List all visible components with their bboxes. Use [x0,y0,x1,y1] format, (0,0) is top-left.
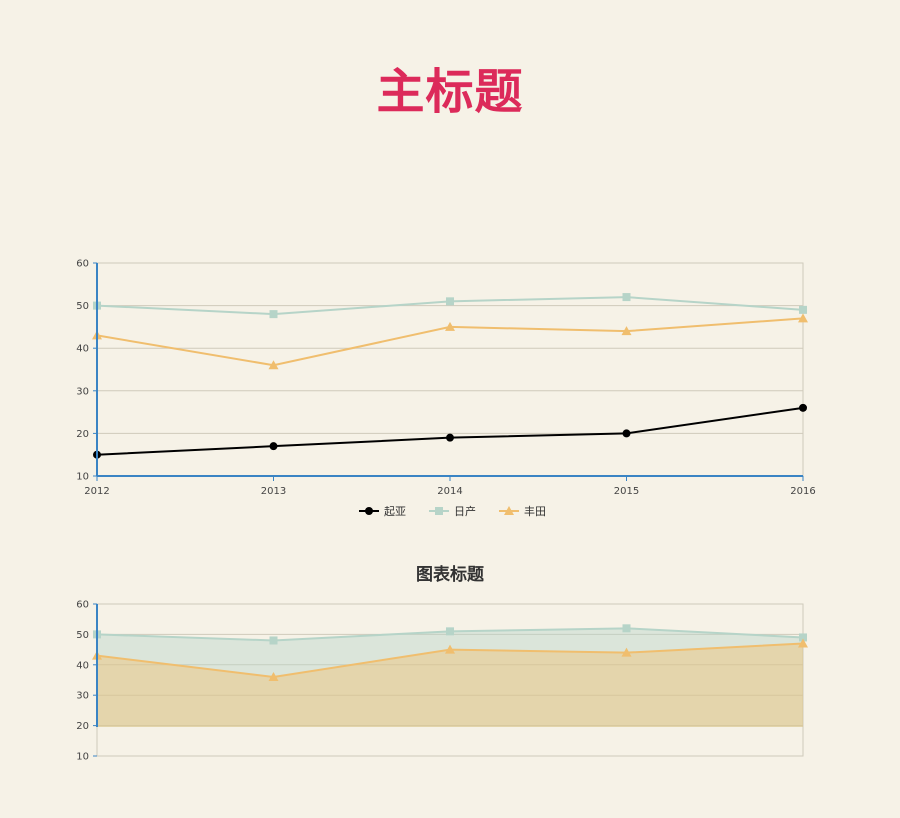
y-tick-label: 10 [76,752,89,763]
line-chart: 10 20 30 40 50 60 2012 2013 2014 2015 2016 起亚 日产 丰田 [76,259,815,519]
data-point-1-2[interactable] [446,297,454,306]
legend-item-1[interactable]: 日产 [429,504,476,518]
data-point-0-2[interactable] [446,627,454,636]
data-point-0-4[interactable] [799,633,807,642]
x-tick-label: 2012 [84,486,109,497]
data-point-2-1[interactable] [268,360,279,370]
chart-title: 图表标题 [416,564,485,585]
page-title: 主标题 [376,64,524,120]
data-point-2-3[interactable] [621,326,632,336]
x-tick-label: 2013 [261,486,286,497]
legend-label: 丰田 [524,505,546,518]
y-tick-label: 40 [76,660,89,671]
data-point-0-4[interactable] [799,403,807,412]
y-tick-label: 30 [76,386,89,397]
data-point-1-3[interactable] [622,293,631,302]
legend: 起亚 日产 丰田 [359,504,546,518]
series-line-0 [96,406,804,456]
legend-marker-1[interactable] [435,507,443,515]
y-tick-label: 60 [76,600,89,611]
y-tick-label: 30 [76,691,89,702]
data-point-2-2[interactable] [445,321,455,331]
data-point-0-1[interactable] [269,442,278,451]
y-tick-label: 10 [76,472,89,483]
data-point-0-3[interactable] [622,429,631,438]
x-tick-label: 2015 [614,486,639,497]
data-point-1-4[interactable] [798,638,808,648]
legend-label: 日产 [454,504,476,518]
data-point-1-4[interactable] [799,305,807,314]
series-area-1 [97,643,803,727]
legend-item-2[interactable]: 丰田 [499,505,546,518]
y-tick-label: 50 [76,301,89,312]
data-point-0-3[interactable] [622,624,631,633]
legend-label: 起亚 [384,505,406,518]
data-point-1-1[interactable] [268,671,279,681]
legend-marker-0[interactable] [365,507,373,515]
y-tick-label: 40 [76,344,89,355]
y-tick-label: 60 [76,259,89,270]
x-tick-label: 2014 [437,486,462,497]
y-tick-label: 20 [76,429,89,440]
data-point-2-4[interactable] [798,313,808,323]
y-tick-label: 50 [76,630,89,641]
data-point-1-3[interactable] [621,647,632,657]
plot-frame [96,262,804,477]
legend-marker-2[interactable] [504,506,514,515]
data-point-0-2[interactable] [446,433,454,442]
data-point-1-1[interactable] [269,310,278,319]
data-point-1-2[interactable] [445,644,455,654]
data-point-0-1[interactable] [269,636,278,645]
legend-item-0[interactable]: 起亚 [359,505,406,518]
x-tick-label: 2016 [790,486,815,497]
